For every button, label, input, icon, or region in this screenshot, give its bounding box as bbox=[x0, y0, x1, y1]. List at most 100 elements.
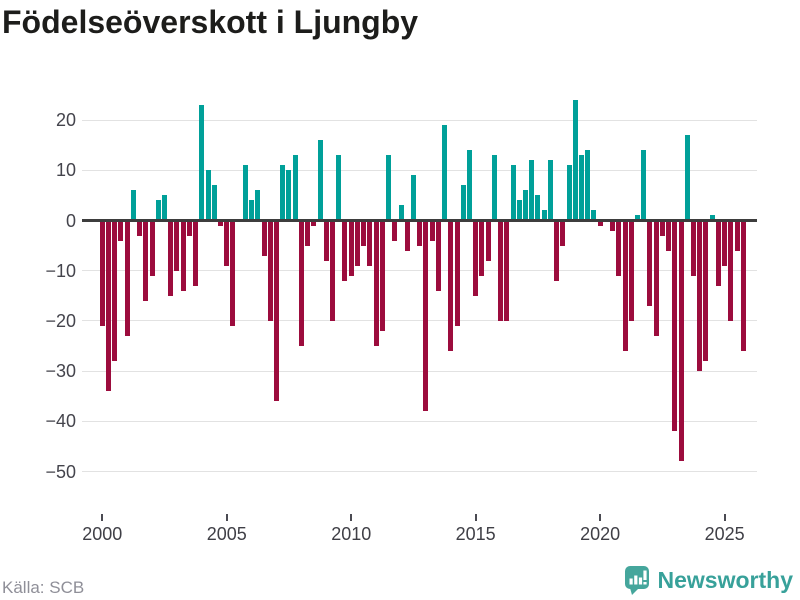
bar-2019-q2 bbox=[578, 155, 584, 221]
x-axis-label: 2025 bbox=[704, 524, 745, 544]
y-axis-label: −30 bbox=[45, 361, 76, 382]
bar-2013-q4 bbox=[442, 125, 448, 221]
bar-2015-q3 bbox=[485, 220, 491, 261]
gridline bbox=[82, 119, 757, 121]
gridline bbox=[82, 169, 757, 171]
bar-2001-q4 bbox=[143, 220, 149, 301]
bar-2001-q2 bbox=[130, 190, 136, 221]
gridline bbox=[82, 420, 757, 422]
bar-2015-q2 bbox=[479, 220, 485, 276]
bar-2020-q4 bbox=[616, 220, 622, 276]
chart-title: Födelseöverskott i Ljungby bbox=[2, 4, 419, 40]
x-axis-tick bbox=[225, 514, 228, 521]
bar-2014-q4 bbox=[466, 150, 472, 221]
bar-2002-q4 bbox=[168, 220, 174, 296]
y-axis-label: 10 bbox=[55, 160, 76, 181]
bar-2014-q1 bbox=[448, 220, 454, 352]
bar-2021-q4 bbox=[641, 150, 647, 221]
bar-2018-q4 bbox=[566, 165, 572, 221]
bar-2000-q2 bbox=[106, 220, 112, 392]
bar-2013-q1 bbox=[423, 220, 429, 412]
bar-2022-q4 bbox=[666, 220, 672, 251]
bar-2004-q3 bbox=[211, 185, 217, 221]
bar-2013-q2 bbox=[429, 220, 435, 241]
x-axis-tick bbox=[474, 514, 477, 521]
bar-2013-q3 bbox=[435, 220, 441, 291]
bar-2016-q1 bbox=[498, 220, 504, 321]
newsworthy-wordmark: Newsworthy bbox=[657, 567, 793, 593]
bar-2014-q3 bbox=[460, 185, 466, 221]
bar-2002-q2 bbox=[155, 200, 161, 221]
bar-2010-q3 bbox=[361, 220, 367, 246]
bar-2009-q3 bbox=[336, 155, 342, 221]
bar-2000-q4 bbox=[118, 220, 124, 241]
bar-2024-q1 bbox=[697, 220, 703, 372]
bar-2008-q1 bbox=[298, 220, 304, 346]
bar-2001-q3 bbox=[137, 220, 143, 236]
bar-2022-q1 bbox=[647, 220, 653, 306]
bar-2025-q1 bbox=[722, 220, 728, 266]
source-label: Källa: SCB bbox=[2, 578, 85, 597]
bar-2008-q4 bbox=[317, 140, 323, 221]
bar-2016-q3 bbox=[510, 165, 516, 221]
newsworthy-badge-icon bbox=[624, 566, 649, 595]
bar-2022-q2 bbox=[653, 220, 659, 336]
bar-2024-q3 bbox=[709, 215, 715, 221]
bar-2024-q2 bbox=[703, 220, 709, 362]
bar-2007-q3 bbox=[286, 170, 292, 221]
bar-2010-q1 bbox=[348, 220, 354, 276]
bar-2023-q3 bbox=[684, 135, 690, 221]
bar-2017-q4 bbox=[541, 210, 547, 221]
bar-2008-q3 bbox=[311, 220, 317, 226]
y-axis-label: −10 bbox=[45, 260, 76, 281]
bar-2007-q1 bbox=[274, 220, 280, 402]
bar-2016-q4 bbox=[516, 200, 522, 221]
bar-2021-q1 bbox=[622, 220, 628, 352]
bar-2018-q3 bbox=[560, 220, 566, 246]
bar-2018-q2 bbox=[554, 220, 560, 281]
bar-2017-q2 bbox=[529, 160, 535, 221]
bar-2012-q2 bbox=[404, 220, 410, 251]
bar-2012-q3 bbox=[410, 175, 416, 221]
bar-2015-q1 bbox=[473, 220, 479, 296]
bar-2009-q2 bbox=[330, 220, 336, 321]
bar-2011-q1 bbox=[373, 220, 379, 346]
bar-2025-q2 bbox=[728, 220, 734, 321]
bar-2017-q1 bbox=[522, 190, 528, 221]
bar-2025-q4 bbox=[740, 220, 746, 352]
bar-2012-q4 bbox=[417, 220, 423, 246]
bar-2005-q4 bbox=[242, 165, 248, 221]
newsworthy-logo[interactable]: Newsworthy bbox=[624, 566, 793, 595]
bar-2003-q2 bbox=[180, 220, 186, 291]
y-axis-label: 20 bbox=[55, 110, 76, 131]
bar-2021-q3 bbox=[634, 215, 640, 221]
bar-2020-q1 bbox=[597, 220, 603, 226]
bar-2004-q1 bbox=[199, 105, 205, 221]
bar-2023-q2 bbox=[678, 220, 684, 462]
zero-axis-line bbox=[82, 219, 757, 222]
bar-2007-q4 bbox=[292, 155, 298, 221]
bar-2007-q2 bbox=[280, 165, 286, 221]
plot-area: 20 10 0 −10 −20 −30 −40 −50 2000 2005 2010 2015 2020… bbox=[45, 100, 757, 544]
bar-2006-q3 bbox=[261, 220, 267, 256]
x-axis-tick bbox=[723, 514, 726, 521]
bar-2025-q3 bbox=[734, 220, 740, 251]
bar-2008-q2 bbox=[305, 220, 311, 246]
bar-2018-q1 bbox=[547, 160, 553, 221]
x-axis-label: 2015 bbox=[455, 524, 496, 544]
y-axis-label: −40 bbox=[45, 411, 76, 432]
bar-2003-q1 bbox=[174, 220, 180, 271]
bar-2003-q4 bbox=[193, 220, 199, 286]
gridline bbox=[82, 471, 757, 472]
bar-2009-q1 bbox=[323, 220, 329, 261]
x-axis-label: 2020 bbox=[580, 524, 621, 544]
bar-2002-q1 bbox=[149, 220, 155, 276]
bar-2003-q3 bbox=[186, 220, 192, 236]
bar-2001-q1 bbox=[124, 220, 130, 336]
bar-2005-q1 bbox=[224, 220, 230, 266]
bar-2012-q1 bbox=[398, 205, 404, 221]
bar-2020-q3 bbox=[610, 220, 616, 231]
bar-2011-q3 bbox=[386, 155, 392, 221]
x-axis-label: 2005 bbox=[206, 524, 247, 544]
